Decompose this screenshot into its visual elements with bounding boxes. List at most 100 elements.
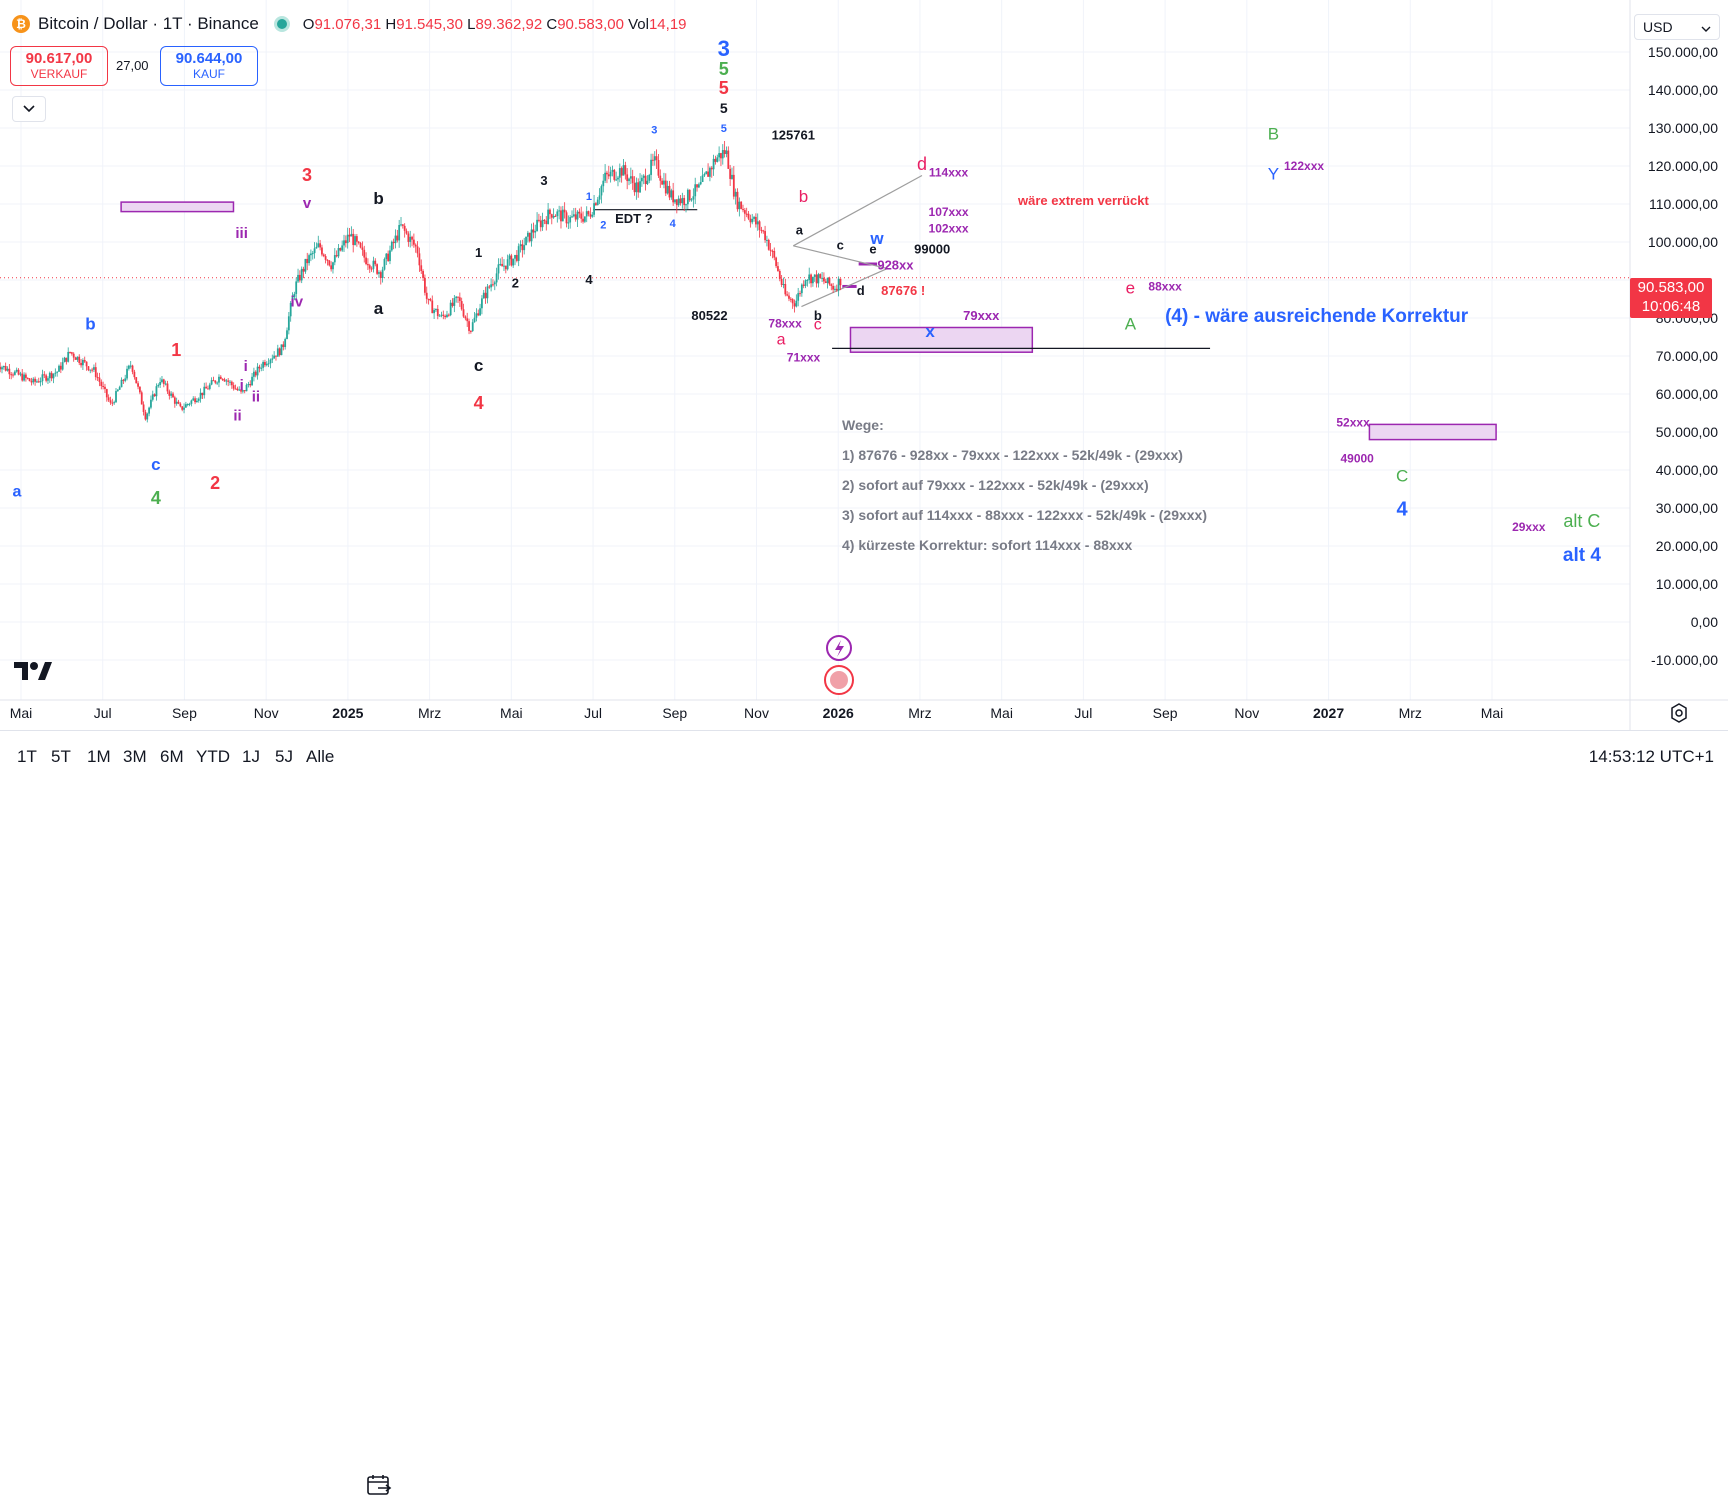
range-button-3m[interactable]: 3M <box>123 747 147 766</box>
buy-button[interactable]: 90.644,00 KAUF <box>160 46 258 86</box>
candle-body <box>545 220 548 225</box>
candle-body <box>2 365 5 368</box>
candle-body <box>15 369 18 372</box>
candle-body <box>782 284 785 286</box>
clock-readout[interactable]: 14:53:12 UTC+1 <box>1588 747 1714 766</box>
candle-body <box>418 253 421 266</box>
wave-label: c <box>814 316 822 333</box>
chart-settings-icon[interactable] <box>1668 702 1690 729</box>
candle-body <box>36 381 38 383</box>
candle-body <box>481 298 483 309</box>
wave-label: b <box>85 314 95 333</box>
event-markers[interactable] <box>824 635 854 695</box>
candle-body <box>74 357 77 360</box>
x-tick-label: Sep <box>662 705 687 721</box>
y-tick-label: 130.000,00 <box>1648 120 1718 136</box>
candle-body <box>488 286 491 288</box>
candle-body <box>707 171 709 177</box>
candle-body <box>697 184 700 188</box>
candle-body <box>740 201 743 209</box>
tradingview-logo-icon[interactable] <box>14 658 52 689</box>
candle-body <box>821 277 823 279</box>
candle-body <box>609 171 612 177</box>
candle-body <box>359 242 362 248</box>
range-button-1t[interactable]: 1T <box>17 747 37 766</box>
candle-body <box>766 239 768 241</box>
candle-body <box>525 236 527 246</box>
currency-select[interactable]: USD <box>1634 14 1720 40</box>
candle-body <box>701 175 704 183</box>
range-button-1j[interactable]: 1J <box>242 747 260 766</box>
candle-body <box>412 239 415 245</box>
bitcoin-icon: ₿ <box>12 15 30 33</box>
candle-body <box>560 210 562 222</box>
candle-body <box>37 381 40 383</box>
candle-body <box>453 298 456 306</box>
price-chart[interactable]: 150.000,00140.000,00130.000,00120.000,00… <box>0 0 1728 784</box>
candle-body <box>365 257 367 265</box>
candle-body <box>302 268 305 272</box>
candle-body <box>828 277 831 285</box>
candle-body <box>168 391 171 396</box>
date-range-icon[interactable] <box>366 1473 392 1502</box>
candle-body <box>784 284 787 295</box>
candle-body <box>775 257 778 267</box>
candle-body <box>229 381 231 383</box>
candle-body <box>444 315 447 318</box>
candle-body <box>742 208 744 211</box>
spread-value: 27,00 <box>116 58 149 73</box>
sell-button[interactable]: 90.617,00 VERKAUF <box>10 46 108 86</box>
candle-body <box>464 316 467 319</box>
candle-body <box>499 263 502 265</box>
candle-body <box>295 281 298 294</box>
candle-body <box>258 366 261 369</box>
x-tick-label: Mrz <box>418 705 441 721</box>
range-button-1m[interactable]: 1M <box>87 747 111 766</box>
candle-body <box>721 150 724 159</box>
wave-label: c <box>151 455 160 474</box>
candle-body <box>208 384 211 389</box>
wave-label: e <box>1126 278 1135 297</box>
candle-body <box>300 268 303 281</box>
candle-body <box>179 403 182 407</box>
symbol-title[interactable]: Bitcoin / Dollar · 1T · Binance <box>38 14 259 33</box>
wave-label: A <box>1125 314 1137 333</box>
candle-body <box>207 388 209 390</box>
candlestick-series <box>0 140 842 423</box>
range-button-5t[interactable]: 5T <box>51 747 71 766</box>
candle-body <box>223 379 226 382</box>
candle-body <box>703 174 706 176</box>
wave-label: 5 <box>719 78 729 98</box>
candle-body <box>552 215 555 218</box>
candle-body <box>473 317 476 323</box>
candle-body <box>308 255 310 264</box>
candle-body <box>819 274 822 278</box>
candle-body <box>184 404 187 408</box>
candle-body <box>731 174 733 179</box>
range-button-6m[interactable]: 6M <box>160 747 184 766</box>
candle-body <box>810 274 812 284</box>
candle-body <box>585 211 588 217</box>
candle-body <box>374 260 377 265</box>
candle-body <box>674 199 676 203</box>
candle-body <box>293 293 296 297</box>
candle-body <box>89 369 92 371</box>
chart-grid <box>0 0 1630 700</box>
candle-body <box>622 165 625 176</box>
wave-label: d <box>857 283 865 298</box>
candle-body <box>712 158 715 170</box>
candle-body <box>394 235 397 244</box>
candle-body <box>227 380 230 382</box>
wave-label: 2 <box>210 473 220 493</box>
range-button-alle[interactable]: Alle <box>306 747 335 766</box>
notes-line: 4) kürzeste Korrektur: sofort 114xxx - 8… <box>842 537 1132 553</box>
candle-body <box>447 314 450 316</box>
candle-body <box>367 264 369 266</box>
range-button-5j[interactable]: 5J <box>275 747 293 766</box>
collapse-button[interactable] <box>12 96 46 122</box>
candle-body <box>620 168 623 176</box>
candle-body <box>385 253 388 260</box>
candle-body <box>440 314 443 316</box>
range-button-ytd[interactable]: YTD <box>196 747 230 766</box>
wave-label: b <box>799 187 808 206</box>
